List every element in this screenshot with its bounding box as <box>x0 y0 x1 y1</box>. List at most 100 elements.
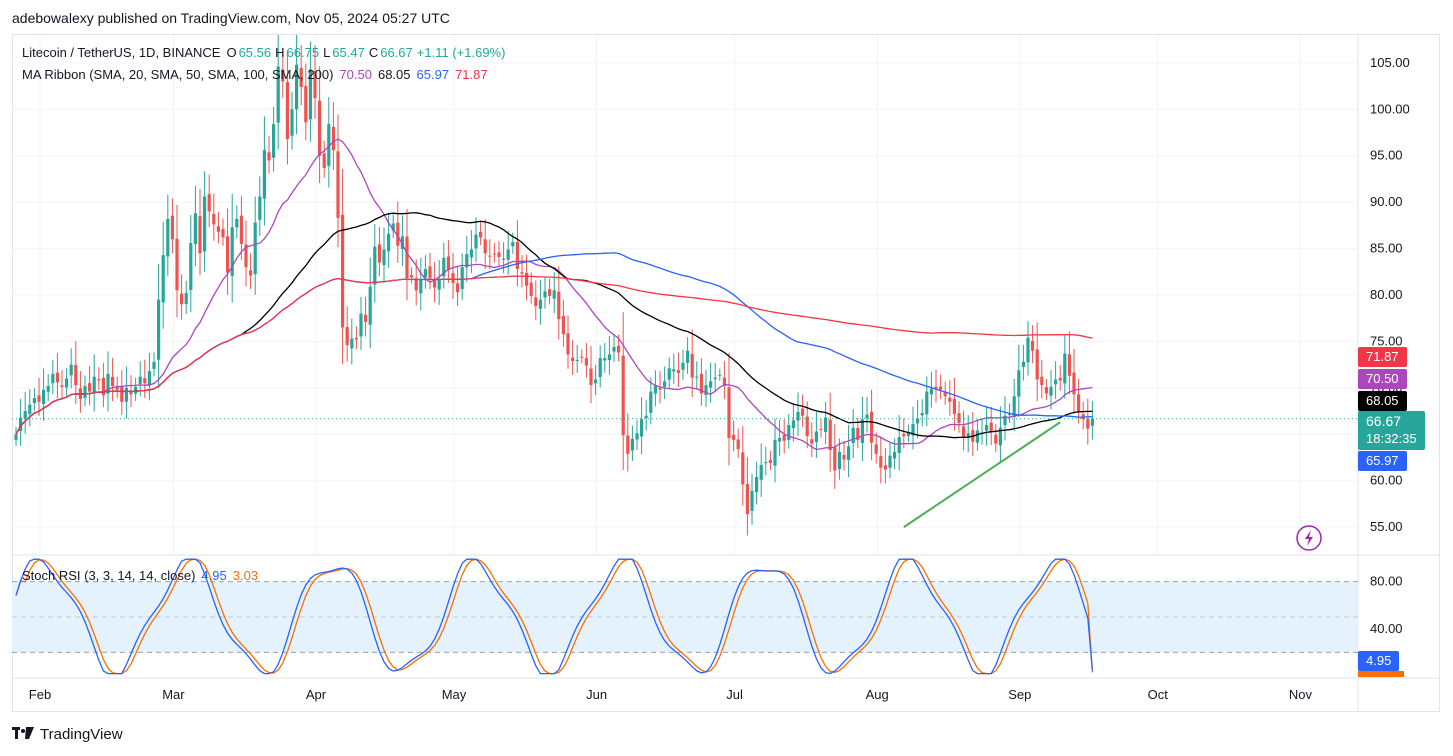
symbol-legend[interactable]: Litecoin / TetherUS, 1D, BINANCE O 65.56 H 6… <box>22 45 507 60</box>
candle-body <box>400 236 404 250</box>
candle-body <box>1012 396 1016 418</box>
candle-body <box>704 385 708 396</box>
candle-body <box>1017 370 1021 397</box>
candle-body <box>649 391 653 413</box>
price-tick-label: 100.00 <box>1370 101 1410 116</box>
candle-body <box>161 255 165 303</box>
candle-body <box>235 218 239 228</box>
candle-body <box>989 422 993 433</box>
candle-body <box>589 368 593 386</box>
price-axis[interactable]: 55.0060.0065.0070.0075.0080.0085.0090.00… <box>1370 55 1410 636</box>
candle-body <box>557 291 561 320</box>
candle-body <box>833 447 837 471</box>
sma200-line <box>15 275 1093 435</box>
candle-body <box>446 256 450 270</box>
lightning-icon[interactable] <box>1296 525 1322 551</box>
candle-body <box>699 373 703 394</box>
candle-body <box>451 273 455 283</box>
candle-body <box>584 358 588 366</box>
candle-body <box>456 283 460 293</box>
candle-body <box>603 358 607 361</box>
candle-body <box>465 254 469 268</box>
open-value: 65.56 <box>238 45 272 60</box>
candle-body <box>575 360 579 361</box>
time-axis[interactable]: Feb Mar Apr May Jun Jul Aug Sep Oct Nov <box>29 687 1313 702</box>
time-tick-label: Mar <box>162 687 185 702</box>
candle-body <box>423 269 427 278</box>
candle-body <box>902 433 906 437</box>
candle-body <box>879 456 883 468</box>
candle-body <box>331 126 335 151</box>
high-value: 66.75 <box>286 45 320 60</box>
candle-body <box>345 327 349 346</box>
candle-body <box>203 196 207 252</box>
candle-body <box>1031 340 1035 351</box>
candle-body <box>856 428 860 440</box>
candle-body <box>124 387 128 402</box>
candle-body <box>60 385 64 387</box>
candle-body <box>686 350 690 363</box>
candle-body <box>299 67 303 87</box>
candle-body <box>216 226 220 232</box>
candle-body <box>414 278 418 291</box>
candle-body <box>676 370 680 373</box>
candle-body <box>479 231 483 238</box>
candle-body <box>796 412 800 421</box>
close-value: 66.67 <box>380 45 413 60</box>
candle-body <box>548 289 552 296</box>
candle-body <box>364 314 368 322</box>
candle-body <box>428 266 432 279</box>
time-tick-label: Oct <box>1148 687 1169 702</box>
rsi-legend[interactable]: Stoch RSI (3, 3, 14, 14, close) 4.95 3.03 <box>22 568 260 583</box>
candle-body <box>561 316 565 334</box>
candle-body <box>341 214 345 328</box>
candle-body <box>226 236 230 273</box>
candle-body <box>285 82 289 139</box>
candle-body <box>1072 372 1076 395</box>
candle-body <box>387 233 391 252</box>
time-tick-label: Aug <box>866 687 889 702</box>
price-tick-label: 85.00 <box>1370 241 1403 256</box>
candle-body <box>837 451 841 470</box>
rsi-plot <box>12 558 1358 675</box>
candle-body <box>515 241 519 269</box>
candle-body <box>718 374 722 376</box>
candle-body <box>97 379 101 381</box>
candle-body <box>65 378 69 388</box>
candle-body <box>998 427 1002 446</box>
candle-body <box>865 414 869 419</box>
candle-body <box>267 152 271 161</box>
candle-body <box>745 484 749 515</box>
candle-body <box>488 255 492 257</box>
candle-body <box>957 413 961 424</box>
candle-body <box>538 299 542 309</box>
candle-body <box>276 66 280 123</box>
price-tick-label: 55.00 <box>1370 519 1403 534</box>
tradingview-footer[interactable]: TradingView <box>12 726 123 743</box>
candle-body <box>897 437 901 453</box>
candle-body <box>23 411 27 419</box>
candle-body <box>994 434 998 444</box>
ma-ribbon-legend[interactable]: MA Ribbon (SMA, 20, SMA, 50, SMA, 100, S… <box>22 67 490 82</box>
candle-body <box>690 353 694 378</box>
candle-body <box>888 455 892 468</box>
candle-body <box>1063 353 1067 384</box>
candle-body <box>860 419 864 444</box>
candle-body <box>1040 376 1044 386</box>
candle-body <box>1054 379 1058 385</box>
candle-body <box>74 364 78 386</box>
rsi-k-line <box>15 558 1094 675</box>
candle-body <box>189 243 193 290</box>
candle-body <box>322 153 326 168</box>
candle-body <box>221 228 225 238</box>
candle-body <box>129 391 133 395</box>
candle-body <box>198 216 202 254</box>
candle-body <box>166 218 170 257</box>
candle-body <box>819 428 823 430</box>
candle-body <box>410 275 414 278</box>
candle-body <box>396 222 400 246</box>
candle-body <box>534 297 538 307</box>
candle-body <box>1067 354 1071 376</box>
candle-body <box>672 369 676 372</box>
